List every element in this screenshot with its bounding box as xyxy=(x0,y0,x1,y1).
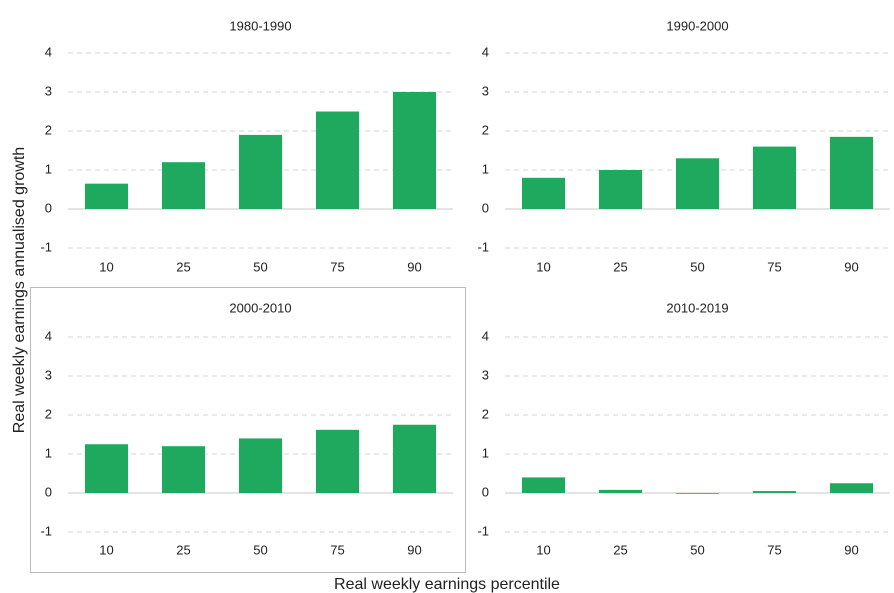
y-tick-label: 0 xyxy=(482,200,489,215)
bar xyxy=(675,158,720,209)
bar xyxy=(161,446,206,493)
y-tick-label: 2 xyxy=(482,122,489,137)
x-tick-label: 75 xyxy=(330,542,344,557)
x-tick-label: 90 xyxy=(407,542,421,557)
bar xyxy=(315,429,360,493)
x-axis-label: Real weekly earnings percentile xyxy=(334,576,560,593)
y-axis-label: Real weekly earnings annualised growth xyxy=(11,147,28,433)
x-tick-label: 75 xyxy=(767,259,781,274)
x-tick-label: 75 xyxy=(330,259,344,274)
y-tick-label: 2 xyxy=(45,122,52,137)
panel-title: 1980-1990 xyxy=(229,18,291,33)
bar xyxy=(238,134,283,209)
bar xyxy=(598,170,643,209)
bar xyxy=(161,162,206,209)
bar xyxy=(752,491,797,493)
y-tick-label: 1 xyxy=(45,445,52,460)
panel-border xyxy=(30,287,466,573)
bar xyxy=(521,177,566,209)
bar xyxy=(675,493,720,494)
y-tick-label: 2 xyxy=(482,406,489,421)
bar xyxy=(392,424,437,493)
bar xyxy=(392,92,437,209)
x-tick-label: 25 xyxy=(613,259,627,274)
bar xyxy=(84,444,129,493)
x-tick-label: 50 xyxy=(253,542,267,557)
bar xyxy=(598,489,643,493)
y-tick-label: 3 xyxy=(45,367,52,382)
y-tick-label: 4 xyxy=(45,44,52,59)
x-tick-label: 25 xyxy=(613,542,627,557)
x-tick-label: 10 xyxy=(99,542,113,557)
bar xyxy=(521,477,566,493)
y-tick-label: 0 xyxy=(482,484,489,499)
panel-title: 2000-2010 xyxy=(229,300,291,315)
panel-title: 2010-2019 xyxy=(666,300,728,315)
y-tick-label: 0 xyxy=(45,484,52,499)
bar xyxy=(315,111,360,209)
y-tick-label: 3 xyxy=(482,83,489,98)
y-tick-label: -1 xyxy=(477,523,489,538)
y-tick-label: 3 xyxy=(45,83,52,98)
panel-title: 1990-2000 xyxy=(666,18,728,33)
y-tick-label: 4 xyxy=(482,328,489,343)
x-tick-label: 50 xyxy=(690,542,704,557)
y-tick-label: 1 xyxy=(45,161,52,176)
x-tick-label: 10 xyxy=(99,259,113,274)
x-tick-label: 75 xyxy=(767,542,781,557)
x-tick-label: 10 xyxy=(536,542,550,557)
y-tick-label: -1 xyxy=(477,239,489,254)
x-tick-label: 90 xyxy=(407,259,421,274)
x-tick-label: 25 xyxy=(176,259,190,274)
bar xyxy=(829,483,874,493)
y-tick-label: 1 xyxy=(482,161,489,176)
x-tick-label: 50 xyxy=(690,259,704,274)
y-tick-label: -1 xyxy=(40,523,52,538)
y-tick-label: 0 xyxy=(45,200,52,215)
x-tick-label: 90 xyxy=(844,259,858,274)
y-tick-label: 2 xyxy=(45,406,52,421)
y-tick-label: 1 xyxy=(482,445,489,460)
y-tick-label: 4 xyxy=(45,328,52,343)
x-tick-label: 10 xyxy=(536,259,550,274)
bar xyxy=(752,146,797,209)
bar xyxy=(238,438,283,493)
y-tick-label: -1 xyxy=(40,239,52,254)
y-tick-label: 3 xyxy=(482,367,489,382)
x-tick-label: 25 xyxy=(176,542,190,557)
bar xyxy=(829,136,874,209)
bar xyxy=(84,183,129,209)
x-tick-label: 50 xyxy=(253,259,267,274)
y-tick-label: 4 xyxy=(482,44,489,59)
x-tick-label: 90 xyxy=(844,542,858,557)
